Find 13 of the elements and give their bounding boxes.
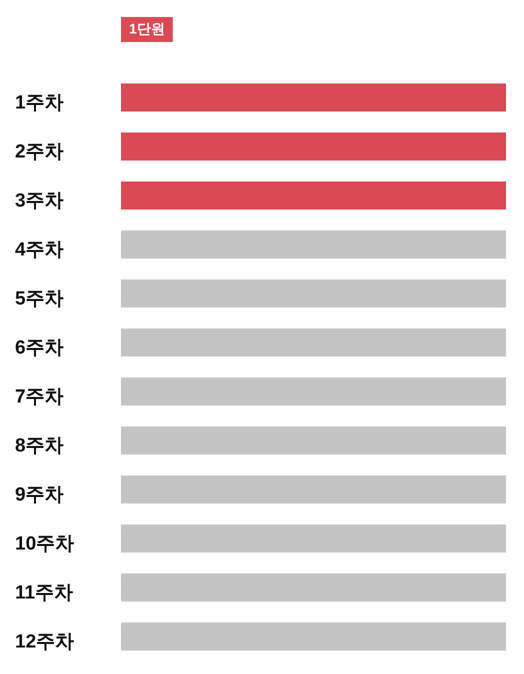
y-tick-label: 3주차 — [15, 190, 64, 212]
y-tick-label: 5주차 — [15, 288, 64, 310]
y-tick-label: 10주차 — [15, 534, 74, 555]
y-tick-label: 6주차 — [15, 338, 64, 359]
y-tick-label: 7주차 — [15, 386, 64, 408]
y-tick-label: 1주차 — [15, 92, 64, 114]
y-tick-label: 8주차 — [15, 436, 64, 457]
text: 1단원 — [129, 20, 165, 37]
y-tick-label: 12주차 — [15, 632, 74, 653]
y-tick-label: 2주차 — [15, 142, 64, 163]
y-tick-label: 9주차 — [15, 484, 64, 506]
y-tick-label: 11주차 — [15, 582, 74, 604]
y-tick-label: 4주차 — [15, 240, 64, 261]
